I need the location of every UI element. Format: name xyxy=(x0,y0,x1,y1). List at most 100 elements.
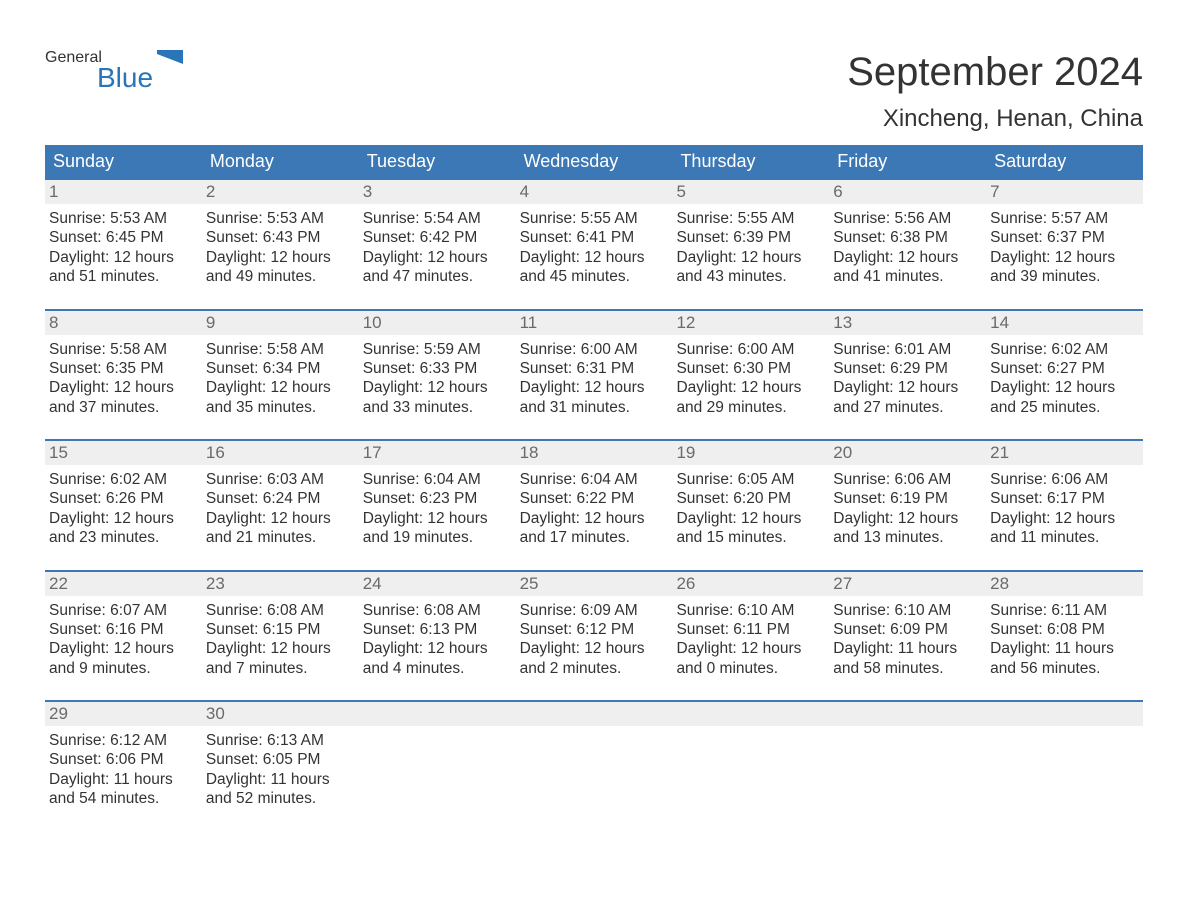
empty-cell xyxy=(516,702,673,815)
date-number: 9 xyxy=(202,311,359,335)
daylight-text: Daylight: 12 hours xyxy=(676,509,823,528)
date-number: 13 xyxy=(829,311,986,335)
daylight-text: Daylight: 11 hours xyxy=(49,770,196,789)
date-number xyxy=(829,702,986,726)
sunset-text: Sunset: 6:39 PM xyxy=(676,228,823,247)
daylight-text: and 58 minutes. xyxy=(833,659,980,678)
daylight-text: and 41 minutes. xyxy=(833,267,980,286)
day-info: Sunrise: 5:54 AMSunset: 6:42 PMDaylight:… xyxy=(359,204,516,287)
day-cell: 18Sunrise: 6:04 AMSunset: 6:22 PMDayligh… xyxy=(516,441,673,554)
sunset-text: Sunset: 6:08 PM xyxy=(990,620,1137,639)
daylight-text: Daylight: 12 hours xyxy=(49,639,196,658)
date-number: 29 xyxy=(45,702,202,726)
day-info: Sunrise: 6:12 AMSunset: 6:06 PMDaylight:… xyxy=(45,726,202,809)
date-number: 28 xyxy=(986,572,1143,596)
sunset-text: Sunset: 6:30 PM xyxy=(676,359,823,378)
daylight-text: and 11 minutes. xyxy=(990,528,1137,547)
daylight-text: Daylight: 12 hours xyxy=(676,639,823,658)
day-cell: 7Sunrise: 5:57 AMSunset: 6:37 PMDaylight… xyxy=(986,180,1143,293)
date-number: 6 xyxy=(829,180,986,204)
daylight-text: and 17 minutes. xyxy=(520,528,667,547)
day-cell: 29Sunrise: 6:12 AMSunset: 6:06 PMDayligh… xyxy=(45,702,202,815)
date-number: 19 xyxy=(672,441,829,465)
sunrise-text: Sunrise: 5:55 AM xyxy=(520,209,667,228)
daylight-text: and 31 minutes. xyxy=(520,398,667,417)
date-number: 18 xyxy=(516,441,673,465)
day-cell: 4Sunrise: 5:55 AMSunset: 6:41 PMDaylight… xyxy=(516,180,673,293)
daylight-text: and 47 minutes. xyxy=(363,267,510,286)
sunset-text: Sunset: 6:41 PM xyxy=(520,228,667,247)
daylight-text: and 39 minutes. xyxy=(990,267,1137,286)
header: General Blue September 2024 Xincheng, He… xyxy=(45,50,1143,133)
daylight-text: and 15 minutes. xyxy=(676,528,823,547)
daylight-text: Daylight: 12 hours xyxy=(833,248,980,267)
day-info: Sunrise: 6:01 AMSunset: 6:29 PMDaylight:… xyxy=(829,335,986,418)
sunset-text: Sunset: 6:34 PM xyxy=(206,359,353,378)
day-cell: 14Sunrise: 6:02 AMSunset: 6:27 PMDayligh… xyxy=(986,311,1143,424)
day-info: Sunrise: 5:58 AMSunset: 6:35 PMDaylight:… xyxy=(45,335,202,418)
sunset-text: Sunset: 6:09 PM xyxy=(833,620,980,639)
day-header-wednesday: Wednesday xyxy=(516,145,673,178)
sunset-text: Sunset: 6:15 PM xyxy=(206,620,353,639)
day-info: Sunrise: 6:07 AMSunset: 6:16 PMDaylight:… xyxy=(45,596,202,679)
sunrise-text: Sunrise: 5:53 AM xyxy=(206,209,353,228)
sunset-text: Sunset: 6:29 PM xyxy=(833,359,980,378)
day-info: Sunrise: 6:02 AMSunset: 6:27 PMDaylight:… xyxy=(986,335,1143,418)
sunrise-text: Sunrise: 6:00 AM xyxy=(676,340,823,359)
day-info: Sunrise: 5:56 AMSunset: 6:38 PMDaylight:… xyxy=(829,204,986,287)
sunset-text: Sunset: 6:31 PM xyxy=(520,359,667,378)
date-number: 5 xyxy=(672,180,829,204)
day-header-row: SundayMondayTuesdayWednesdayThursdayFrid… xyxy=(45,145,1143,178)
sunrise-text: Sunrise: 5:55 AM xyxy=(676,209,823,228)
sunrise-text: Sunrise: 6:00 AM xyxy=(520,340,667,359)
daylight-text: Daylight: 12 hours xyxy=(833,509,980,528)
daylight-text: and 51 minutes. xyxy=(49,267,196,286)
sunset-text: Sunset: 6:16 PM xyxy=(49,620,196,639)
daylight-text: Daylight: 12 hours xyxy=(990,248,1137,267)
sunset-text: Sunset: 6:26 PM xyxy=(49,489,196,508)
day-cell: 10Sunrise: 5:59 AMSunset: 6:33 PMDayligh… xyxy=(359,311,516,424)
day-info: Sunrise: 5:53 AMSunset: 6:45 PMDaylight:… xyxy=(45,204,202,287)
day-info: Sunrise: 6:00 AMSunset: 6:30 PMDaylight:… xyxy=(672,335,829,418)
daylight-text: and 49 minutes. xyxy=(206,267,353,286)
calendar: SundayMondayTuesdayWednesdayThursdayFrid… xyxy=(45,145,1143,815)
date-number: 10 xyxy=(359,311,516,335)
sunrise-text: Sunrise: 6:07 AM xyxy=(49,601,196,620)
daylight-text: Daylight: 12 hours xyxy=(206,509,353,528)
empty-cell xyxy=(359,702,516,815)
sunrise-text: Sunrise: 5:58 AM xyxy=(49,340,196,359)
sunset-text: Sunset: 6:33 PM xyxy=(363,359,510,378)
sunset-text: Sunset: 6:42 PM xyxy=(363,228,510,247)
date-number: 14 xyxy=(986,311,1143,335)
daylight-text: Daylight: 12 hours xyxy=(363,509,510,528)
day-cell: 3Sunrise: 5:54 AMSunset: 6:42 PMDaylight… xyxy=(359,180,516,293)
daylight-text: Daylight: 12 hours xyxy=(520,509,667,528)
day-cell: 9Sunrise: 5:58 AMSunset: 6:34 PMDaylight… xyxy=(202,311,359,424)
sunrise-text: Sunrise: 6:04 AM xyxy=(520,470,667,489)
daylight-text: and 33 minutes. xyxy=(363,398,510,417)
day-cell: 21Sunrise: 6:06 AMSunset: 6:17 PMDayligh… xyxy=(986,441,1143,554)
date-number: 12 xyxy=(672,311,829,335)
day-cell: 22Sunrise: 6:07 AMSunset: 6:16 PMDayligh… xyxy=(45,572,202,685)
sunrise-text: Sunrise: 6:10 AM xyxy=(833,601,980,620)
day-cell: 11Sunrise: 6:00 AMSunset: 6:31 PMDayligh… xyxy=(516,311,673,424)
date-number xyxy=(672,702,829,726)
daylight-text: Daylight: 12 hours xyxy=(676,378,823,397)
daylight-text: and 21 minutes. xyxy=(206,528,353,547)
daylight-text: and 35 minutes. xyxy=(206,398,353,417)
sunrise-text: Sunrise: 6:09 AM xyxy=(520,601,667,620)
sunrise-text: Sunrise: 6:13 AM xyxy=(206,731,353,750)
daylight-text: Daylight: 12 hours xyxy=(363,248,510,267)
daylight-text: Daylight: 12 hours xyxy=(520,248,667,267)
date-number xyxy=(986,702,1143,726)
sunset-text: Sunset: 6:13 PM xyxy=(363,620,510,639)
day-cell: 13Sunrise: 6:01 AMSunset: 6:29 PMDayligh… xyxy=(829,311,986,424)
day-info: Sunrise: 5:57 AMSunset: 6:37 PMDaylight:… xyxy=(986,204,1143,287)
sunrise-text: Sunrise: 6:01 AM xyxy=(833,340,980,359)
day-cell: 15Sunrise: 6:02 AMSunset: 6:26 PMDayligh… xyxy=(45,441,202,554)
day-info: Sunrise: 5:55 AMSunset: 6:41 PMDaylight:… xyxy=(516,204,673,287)
daylight-text: and 29 minutes. xyxy=(676,398,823,417)
title-block: September 2024 Xincheng, Henan, China xyxy=(847,50,1143,133)
sunset-text: Sunset: 6:24 PM xyxy=(206,489,353,508)
flag-icon xyxy=(157,50,183,70)
